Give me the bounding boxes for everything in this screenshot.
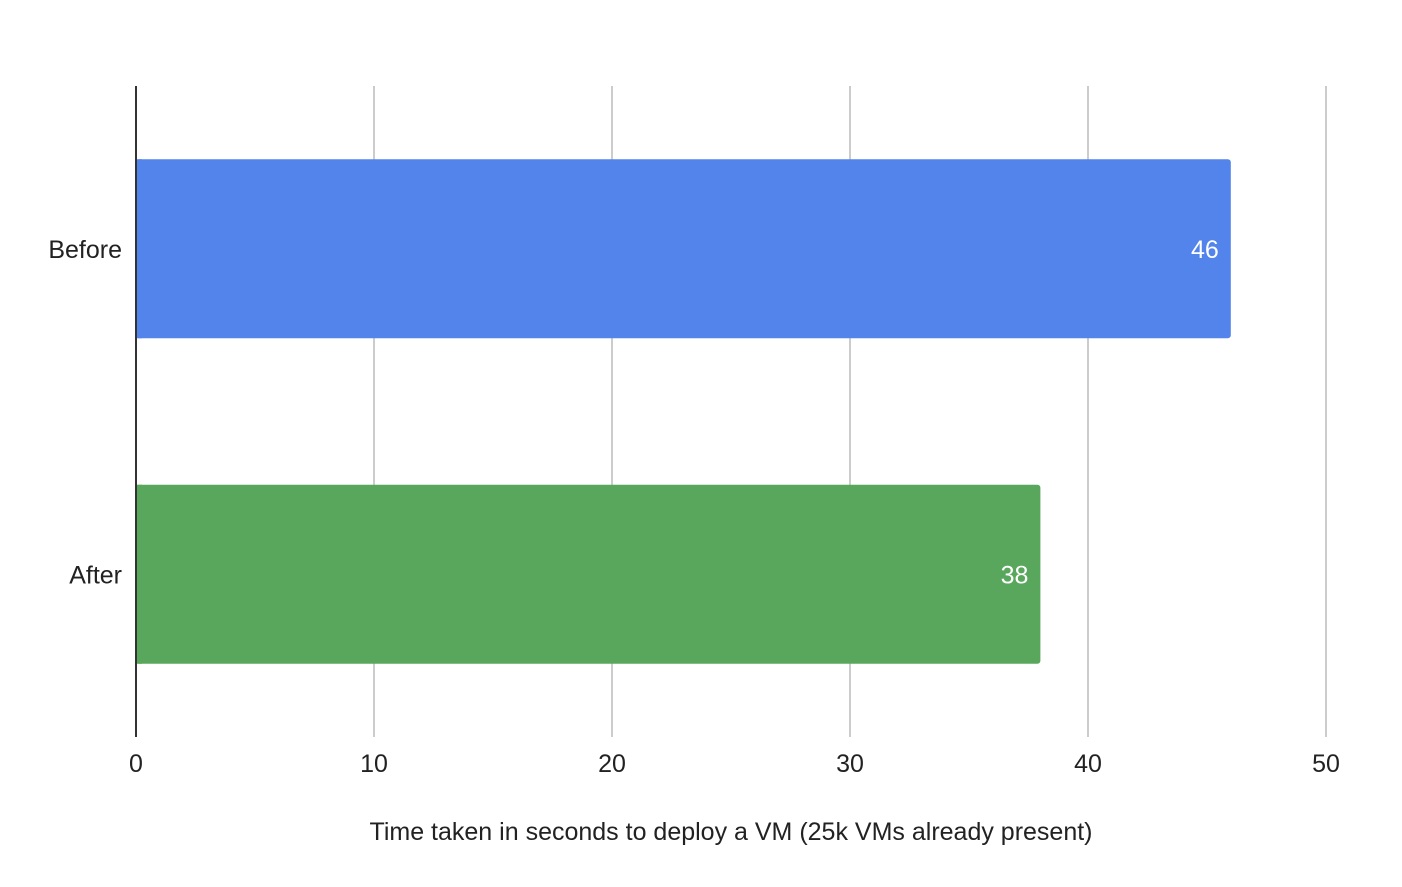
bar-before (136, 159, 1231, 339)
y-category-label: Before (48, 236, 122, 264)
x-tick-label: 20 (598, 750, 626, 778)
y-category-label: After (69, 561, 122, 589)
x-tick-label: 0 (129, 750, 143, 778)
data-label: 38 (1001, 561, 1029, 589)
bar-edge (136, 159, 142, 339)
x-tick-label: 30 (836, 750, 864, 778)
x-tick-label: 40 (1074, 750, 1102, 778)
x-tick-label: 50 (1312, 750, 1340, 778)
bar-edge (136, 484, 142, 664)
data-label: 46 (1191, 236, 1219, 264)
bar-after (136, 484, 1041, 664)
x-tick-label: 10 (360, 750, 388, 778)
x-axis-title: Time taken in seconds to deploy a VM (25… (369, 818, 1092, 846)
